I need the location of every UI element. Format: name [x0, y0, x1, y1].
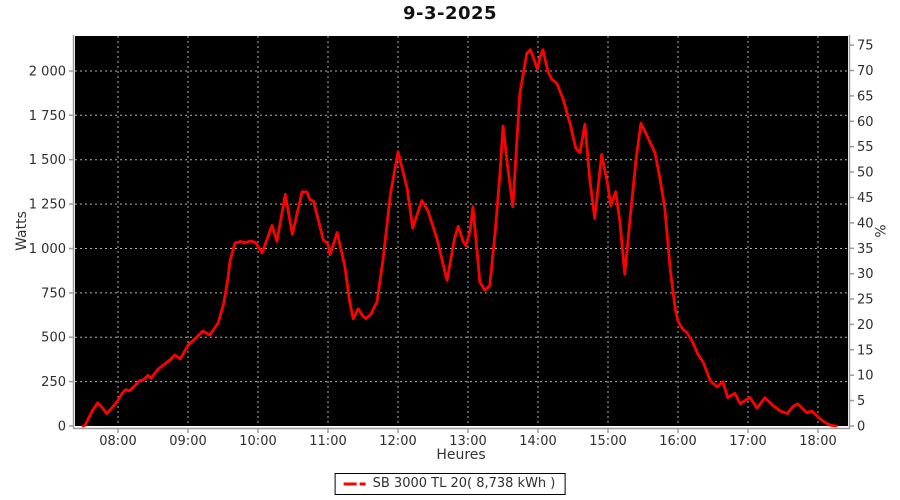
- svg-text:1 500: 1 500: [29, 153, 66, 168]
- svg-text:10:00: 10:00: [239, 434, 276, 449]
- svg-text:1 750: 1 750: [29, 109, 66, 124]
- svg-text:250: 250: [41, 375, 66, 390]
- grid-lines: [75, 36, 848, 426]
- svg-text:12:00: 12:00: [379, 434, 416, 449]
- svg-text:30: 30: [857, 267, 874, 282]
- x-axis-ticks: 08:00 09:00 10:00 11:00 12:00 13:00 14:00 15:00…: [99, 429, 837, 449]
- svg-text:10: 10: [857, 369, 874, 384]
- svg-text:35: 35: [857, 242, 874, 257]
- right-axis-title: %: [871, 224, 887, 238]
- svg-text:5: 5: [857, 394, 865, 409]
- svg-text:500: 500: [41, 331, 66, 346]
- svg-text:18:00: 18:00: [799, 434, 836, 449]
- svg-text:1 000: 1 000: [29, 242, 66, 257]
- svg-text:70: 70: [857, 64, 874, 79]
- legend-box: SB 3000 TL 20( 8,738 kWh ): [334, 473, 566, 495]
- left-axis-title: Watts: [14, 211, 30, 251]
- svg-text:0: 0: [58, 420, 66, 435]
- svg-text:750: 750: [41, 286, 66, 301]
- x-axis-title: Heures: [436, 447, 486, 463]
- svg-text:40: 40: [857, 216, 874, 231]
- svg-text:15: 15: [857, 343, 874, 358]
- svg-text:11:00: 11:00: [309, 434, 346, 449]
- svg-text:20: 20: [857, 318, 874, 333]
- chart-title: 9-3-2025: [402, 3, 498, 24]
- svg-text:13:00: 13:00: [449, 434, 486, 449]
- svg-text:65: 65: [857, 89, 874, 104]
- svg-text:0: 0: [857, 420, 865, 435]
- svg-text:60: 60: [857, 115, 874, 130]
- svg-text:09:00: 09:00: [169, 434, 206, 449]
- plot-area: [75, 36, 848, 426]
- axis-lines: [72, 35, 851, 430]
- svg-text:2 000: 2 000: [29, 65, 66, 80]
- left-axis-ticks: 0 250 500 750 1 000 1 250 1 500 1 750 2 000: [29, 65, 73, 435]
- solar-production-chart: 0 250 500 750 1 000 1 250 1 500 1 750 2 000 0 5 10 1…: [29, 35, 874, 449]
- series-line: [81, 48, 838, 428]
- legend-line-icon: [343, 482, 366, 485]
- svg-text:55: 55: [857, 140, 874, 155]
- svg-text:45: 45: [857, 191, 874, 206]
- right-axis-ticks: 0 5 10 15 20 25 30 35 40 45 50 55 60 65 70 75: [850, 39, 874, 435]
- svg-text:15:00: 15:00: [589, 434, 626, 449]
- svg-text:1 250: 1 250: [29, 198, 66, 213]
- legend-label: SB 3000 TL 20( 8,738 kWh ): [372, 476, 556, 491]
- svg-text:25: 25: [857, 293, 874, 308]
- svg-text:16:00: 16:00: [659, 434, 696, 449]
- svg-text:14:00: 14:00: [519, 434, 556, 449]
- svg-text:08:00: 08:00: [99, 434, 136, 449]
- svg-text:50: 50: [857, 166, 874, 181]
- svg-text:17:00: 17:00: [729, 434, 766, 449]
- svg-text:75: 75: [857, 39, 874, 54]
